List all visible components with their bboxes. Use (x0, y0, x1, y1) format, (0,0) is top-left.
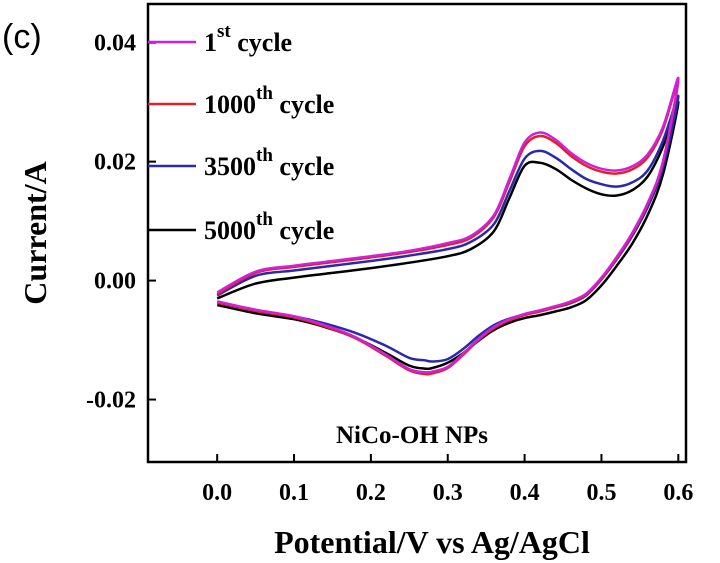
legend-label-3: 5000th cycle (204, 209, 334, 245)
plot-frame (146, 2, 688, 464)
y-tick-label-2: 0.02 (94, 150, 136, 176)
curves-layer (216, 77, 680, 376)
y-tick-label-1: 0.00 (94, 269, 136, 295)
x-tick-label-6: 0.6 (663, 480, 693, 506)
legend-label-2: 3500th cycle (204, 145, 334, 181)
y-tick-label-0: -0.02 (86, 388, 136, 414)
legend-label-0: 1st cycle (204, 21, 292, 57)
x-tick-label-4: 0.4 (510, 480, 540, 506)
sample-annotation: NiCo-OH NPs (336, 422, 488, 449)
x-axis-title: Potential/V vs Ag/AgCl (274, 524, 590, 560)
axes-layer: 0.0 0.1 0.2 0.3 0.4 0.5 0.6 -0.02 0.00 0.02 0.04 (86, 31, 693, 506)
y-tick-label-3: 0.04 (94, 31, 136, 57)
legend: 1st cycle 1000th cycle 3500th cycle 5000th … (148, 21, 334, 245)
x-tick-label-0: 0.0 (202, 480, 232, 506)
panel-label: (c) (2, 18, 42, 56)
x-tick-label-5: 0.5 (586, 480, 616, 506)
x-tick-label-2: 0.2 (356, 480, 386, 506)
x-tick-label-3: 0.3 (433, 480, 463, 506)
cv-curve-series-0 (216, 77, 680, 374)
y-axis-title: Current/A (17, 161, 53, 304)
x-tick-label-1: 0.1 (279, 480, 309, 506)
cv-curve-series-3 (216, 100, 680, 371)
legend-label-1: 1000th cycle (204, 83, 334, 119)
